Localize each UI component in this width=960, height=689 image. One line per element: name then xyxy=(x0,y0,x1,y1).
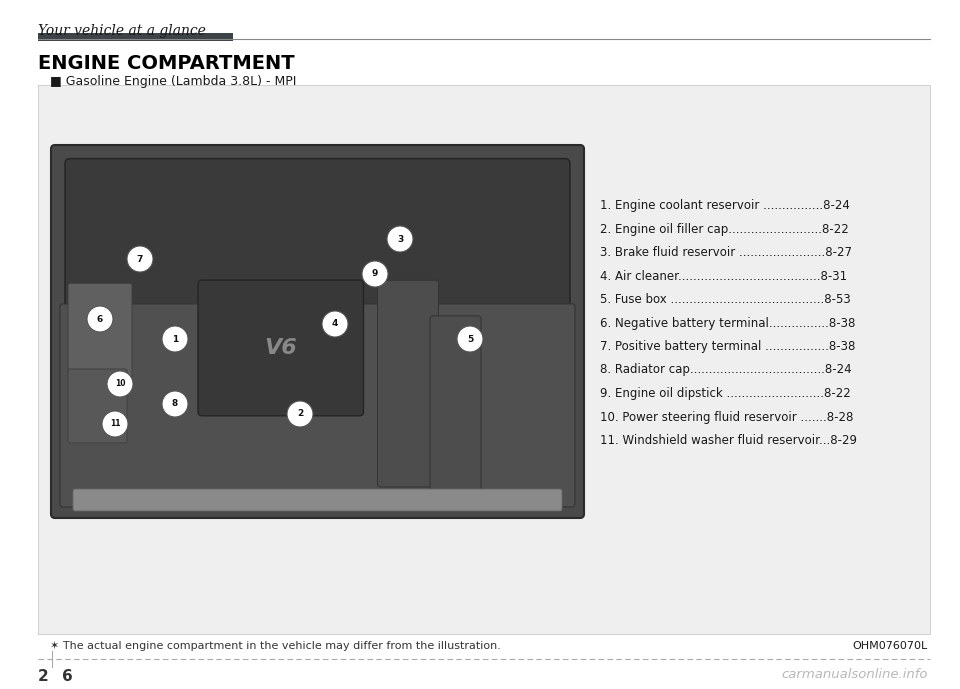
Circle shape xyxy=(162,326,188,352)
Text: 6: 6 xyxy=(97,314,103,324)
Text: 7: 7 xyxy=(137,254,143,263)
Text: 4: 4 xyxy=(332,320,338,329)
Text: 1. Engine coolant reservoir ................8-24: 1. Engine coolant reservoir ............… xyxy=(600,199,850,212)
Text: ✶ The actual engine compartment in the vehicle may differ from the illustration.: ✶ The actual engine compartment in the v… xyxy=(50,641,501,651)
FancyBboxPatch shape xyxy=(65,158,570,329)
FancyBboxPatch shape xyxy=(68,369,127,443)
Bar xyxy=(38,33,233,41)
Text: 10: 10 xyxy=(115,380,125,389)
Text: 9. Engine oil dipstick ..........................8-22: 9. Engine oil dipstick .................… xyxy=(600,387,851,400)
FancyBboxPatch shape xyxy=(377,280,439,487)
Text: 3. Brake fluid reservoir .......................8-27: 3. Brake fluid reservoir ...............… xyxy=(600,246,852,259)
Text: Your vehicle at a glance: Your vehicle at a glance xyxy=(38,24,205,38)
Text: 6: 6 xyxy=(62,669,73,684)
Circle shape xyxy=(322,311,348,337)
Text: 1: 1 xyxy=(172,334,179,344)
Text: 5: 5 xyxy=(467,334,473,344)
Text: 2. Engine oil filler cap.........................8-22: 2. Engine oil filler cap................… xyxy=(600,223,849,236)
Text: V6: V6 xyxy=(264,338,298,358)
Circle shape xyxy=(87,306,113,332)
Text: 5. Fuse box .........................................8-53: 5. Fuse box ............................… xyxy=(600,293,851,306)
Text: ENGINE COMPARTMENT: ENGINE COMPARTMENT xyxy=(38,54,295,73)
Text: 2: 2 xyxy=(297,409,303,418)
Text: OHM076070L: OHM076070L xyxy=(852,641,928,651)
FancyBboxPatch shape xyxy=(68,283,132,378)
FancyBboxPatch shape xyxy=(430,316,481,497)
Circle shape xyxy=(387,226,413,252)
Circle shape xyxy=(102,411,128,437)
Text: 8: 8 xyxy=(172,400,179,409)
Circle shape xyxy=(362,261,388,287)
Text: ■ Gasoline Engine (Lambda 3.8L) - MPI: ■ Gasoline Engine (Lambda 3.8L) - MPI xyxy=(50,75,297,88)
Circle shape xyxy=(162,391,188,417)
Text: 11. Windshield washer fluid reservoir...8-29: 11. Windshield washer fluid reservoir...… xyxy=(600,434,857,447)
Circle shape xyxy=(287,401,313,427)
Text: carmanualsonline.info: carmanualsonline.info xyxy=(781,668,928,681)
Circle shape xyxy=(107,371,133,397)
FancyBboxPatch shape xyxy=(60,304,575,507)
Text: 2: 2 xyxy=(38,669,49,684)
Circle shape xyxy=(457,326,483,352)
Text: 10. Power steering fluid reservoir .......8-28: 10. Power steering fluid reservoir .....… xyxy=(600,411,853,424)
Bar xyxy=(38,85,930,634)
FancyBboxPatch shape xyxy=(198,280,364,415)
Text: 3: 3 xyxy=(396,234,403,243)
Text: 6. Negative battery terminal................8-38: 6. Negative battery terminal............… xyxy=(600,316,855,329)
Text: 11: 11 xyxy=(109,420,120,429)
Circle shape xyxy=(127,246,153,272)
FancyBboxPatch shape xyxy=(51,145,584,518)
FancyBboxPatch shape xyxy=(73,489,562,511)
Text: 8. Radiator cap....................................8-24: 8. Radiator cap.........................… xyxy=(600,364,852,376)
Text: 9: 9 xyxy=(372,269,378,278)
Text: 4. Air cleaner......................................8-31: 4. Air cleaner..........................… xyxy=(600,269,847,282)
Text: 7. Positive battery terminal .................8-38: 7. Positive battery terminal ...........… xyxy=(600,340,855,353)
